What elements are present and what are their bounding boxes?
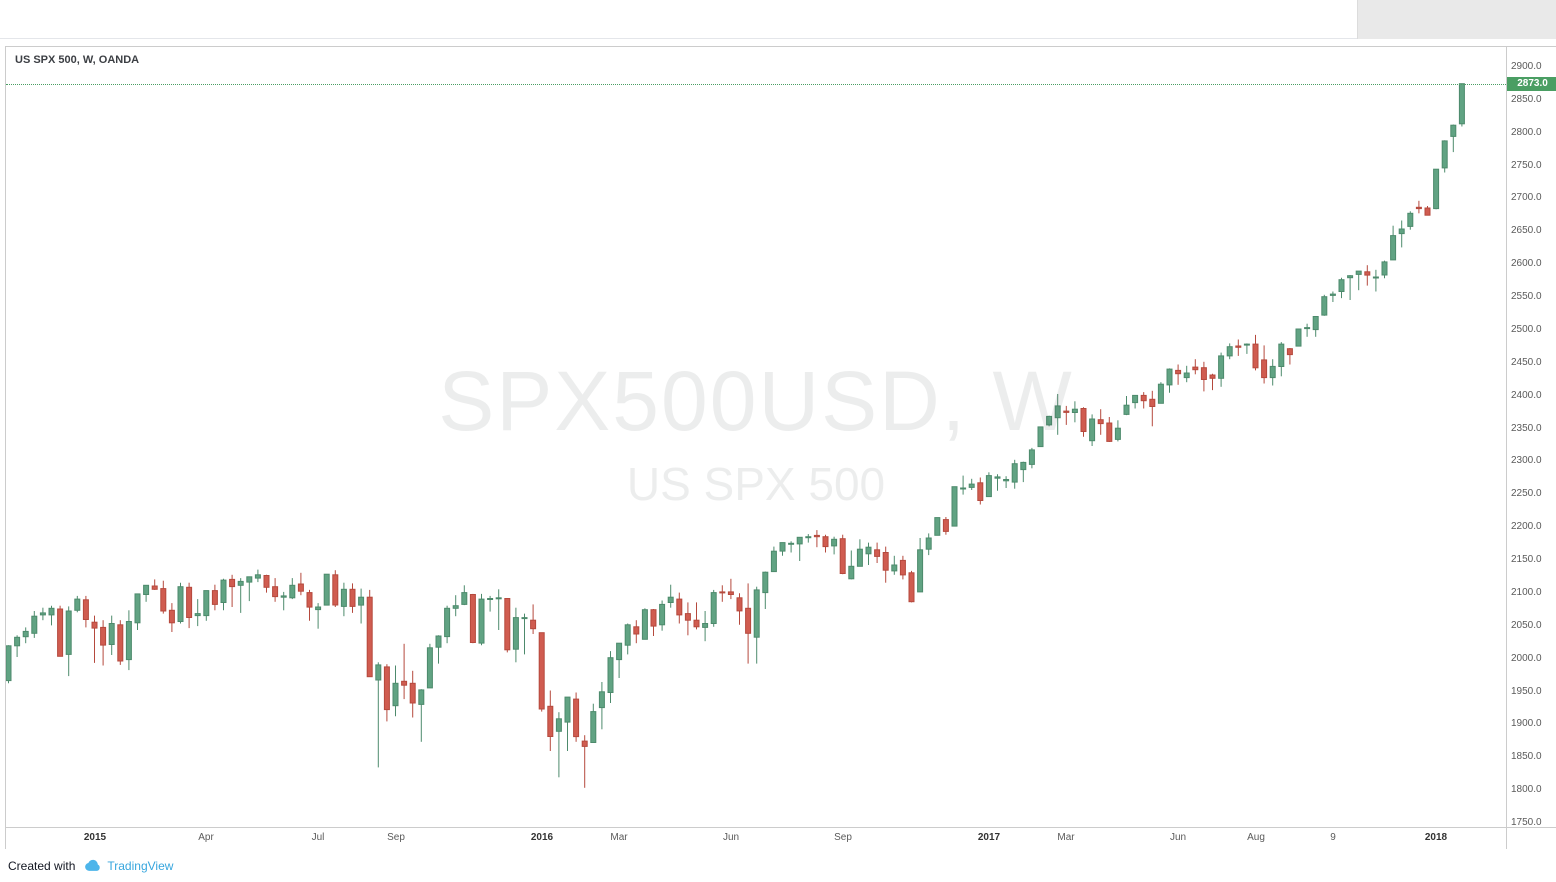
chart-widget: SPX500USD, W US SPX 500 US SPX 500, W, O… <box>5 46 1556 849</box>
time-axis-label: Jul <box>311 832 325 843</box>
price-axis-label: 2050.0 <box>1511 619 1542 631</box>
chart-plot[interactable]: SPX500USD, W US SPX 500 <box>6 47 1506 827</box>
price-axis-label: 1900.0 <box>1511 718 1542 730</box>
time-axis-label: 9 <box>1330 832 1336 843</box>
price-axis-label: 2800.0 <box>1511 126 1542 138</box>
time-axis[interactable]: 2015 Apr Jul Sep 2016 Mar Jun Sep 2017 Mar Jun Aug 9… <box>6 827 1556 849</box>
time-axis-label: 2017 <box>977 832 1001 843</box>
price-axis-label: 2400.0 <box>1511 389 1542 401</box>
candlestick-series <box>6 83 1465 788</box>
price-axis-label: 1800.0 <box>1511 784 1542 796</box>
last-price-line <box>6 84 1506 85</box>
tradingview-logo-icon <box>81 859 102 873</box>
price-axis-label: 2650.0 <box>1511 225 1542 237</box>
time-axis-label: Apr <box>198 832 214 843</box>
price-axis-label: 2600.0 <box>1511 258 1542 270</box>
price-axis-label: 2300.0 <box>1511 455 1542 467</box>
time-axis-label: Aug <box>1247 832 1265 843</box>
price-axis-label: 1750.0 <box>1511 817 1542 828</box>
price-axis-label: 2750.0 <box>1511 159 1542 171</box>
footer: Created with TradingView <box>0 849 1556 882</box>
time-axis-label: 2016 <box>530 832 554 843</box>
price-axis[interactable]: 2873.0 2900.0 2850.0 2800.0 2750.0 2700.0 265… <box>1506 47 1556 849</box>
price-axis-label: 2250.0 <box>1511 488 1542 500</box>
price-axis-label: 2100.0 <box>1511 586 1542 598</box>
time-axis-label: Mar <box>1057 832 1075 843</box>
time-axis-label: Jun <box>1169 832 1187 843</box>
time-axis-label: Jun <box>722 832 740 843</box>
last-price-tag: 2873.0 <box>1507 77 1556 91</box>
price-axis-label: 2150.0 <box>1511 554 1542 566</box>
time-axis-label: Mar <box>610 832 628 843</box>
price-axis-label: 2900.0 <box>1511 61 1542 72</box>
tradingview-brand-text: TradingView <box>107 858 174 873</box>
time-axis-label: 2018 <box>1424 832 1448 843</box>
time-axis-label: Sep <box>387 832 405 843</box>
toolbar-right-panel <box>1357 0 1556 39</box>
price-axis-label: 2350.0 <box>1511 422 1542 434</box>
price-axis-label: 1950.0 <box>1511 685 1542 697</box>
symbol-legend[interactable]: US SPX 500, W, OANDA <box>15 54 140 66</box>
price-axis-label: 2500.0 <box>1511 323 1542 335</box>
price-axis-label: 2850.0 <box>1511 93 1542 105</box>
tradingview-link[interactable]: TradingView <box>81 859 173 873</box>
price-axis-label: 2450.0 <box>1511 356 1542 368</box>
time-axis-label: Sep <box>834 832 852 843</box>
price-axis-label: 2200.0 <box>1511 521 1542 533</box>
price-axis-label: 1850.0 <box>1511 751 1542 763</box>
price-axis-label: 2000.0 <box>1511 652 1542 664</box>
created-with-text: Created with <box>8 858 76 873</box>
price-axis-label: 2550.0 <box>1511 291 1542 303</box>
price-axis-label: 2700.0 <box>1511 192 1542 204</box>
time-axis-label: 2015 <box>83 832 107 843</box>
top-toolbar <box>0 0 1556 39</box>
